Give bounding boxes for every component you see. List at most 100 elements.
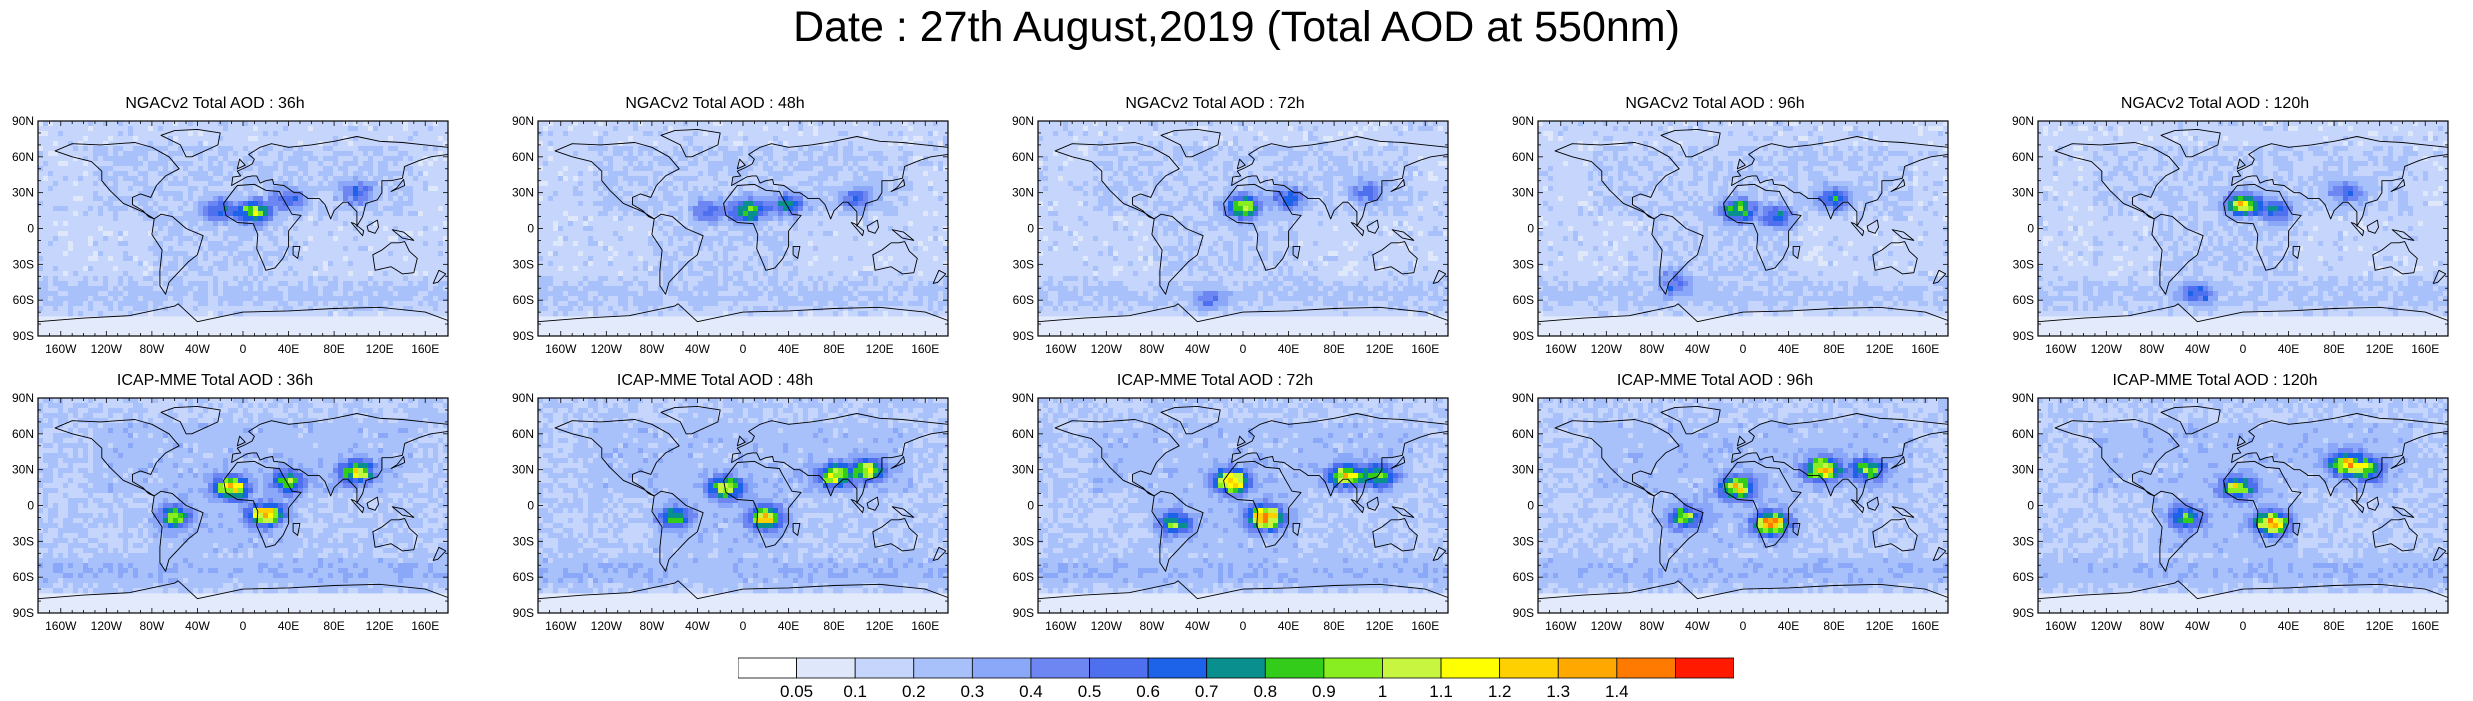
panel-title: ICAP-MME Total AOD : 96h — [1500, 372, 1930, 390]
lat-tick-label: 30N — [2012, 186, 2034, 200]
aod-field — [2038, 121, 2449, 336]
colorbar-label: 0.8 — [1253, 682, 1277, 701]
lon-tick-label: 0 — [740, 342, 747, 356]
colorbar-box — [1616, 657, 1676, 679]
lat-tick-label: 90N — [512, 392, 534, 405]
lon-tick-label: 80W — [1140, 619, 1165, 633]
lon-tick-label: 120E — [2366, 342, 2394, 356]
lon-tick-label: 40E — [778, 342, 799, 356]
colorbar-box — [1264, 657, 1325, 679]
lon-tick-label: 40W — [1185, 619, 1210, 633]
lat-tick-label: 30S — [1013, 257, 1034, 271]
aod-map: 90N 60N 30N 0 30S 60S 90S 160W 120W 80W 40W 0 40E 80E… — [12, 115, 449, 356]
map-panel: NGACv2 Total AOD : 96h 90N 60N 30N 0 30S 60S 90… — [1500, 95, 1949, 365]
map-panel: ICAP-MME Total AOD : 72h 90N 60N 30N 0 30S 60S… — [1000, 372, 1449, 642]
panel-title: NGACv2 Total AOD : 96h — [1500, 95, 1930, 113]
lat-tick-label: 60S — [2013, 293, 2034, 307]
lat-tick-label: 90S — [1513, 329, 1534, 343]
lat-tick-label: 60N — [1012, 150, 1034, 164]
lon-tick-label: 40E — [778, 619, 799, 633]
lon-tick-label: 120E — [1366, 619, 1394, 633]
lat-tick-label: 90S — [513, 606, 534, 620]
lon-tick-label: 160W — [45, 619, 77, 633]
colorbar-box — [1675, 657, 1734, 679]
colorbar-box — [913, 657, 973, 679]
lon-tick-label: 40W — [185, 619, 210, 633]
lon-tick-label: 40W — [2185, 342, 2210, 356]
lon-tick-label: 160E — [1411, 342, 1439, 356]
colorbar-label: 0.3 — [961, 682, 985, 701]
lat-tick-label: 30N — [12, 186, 34, 200]
lat-tick-label: 60N — [2012, 150, 2034, 164]
lon-tick-label: 120E — [866, 619, 894, 633]
lon-tick-label: 160W — [1045, 619, 1077, 633]
colorbar-box — [1557, 657, 1618, 679]
lat-tick-label: 60S — [1513, 570, 1534, 584]
lon-tick-label: 120W — [2091, 619, 2123, 633]
panel-title: NGACv2 Total AOD : 48h — [500, 95, 930, 113]
lat-tick-label: 30S — [513, 257, 534, 271]
lat-tick-label: 60N — [1512, 150, 1534, 164]
lat-tick-label: 30N — [1512, 463, 1534, 477]
coastlines — [1537, 405, 1949, 614]
map-panel: ICAP-MME Total AOD : 48h 90N 60N 30N 0 30S 60S… — [500, 372, 949, 642]
aod-field — [538, 398, 949, 613]
lon-tick-label: 80W — [2140, 619, 2165, 633]
lon-tick-label: 80W — [140, 342, 165, 356]
aod-map: 90N 60N 30N 0 30S 60S 90S 160W 120W 80W 40W 0 40E 80E… — [512, 115, 949, 356]
colorbar-box — [1089, 657, 1149, 679]
colorbar-label: 1.2 — [1488, 682, 1512, 701]
lon-tick-label: 80E — [823, 342, 844, 356]
lon-tick-label: 40W — [685, 619, 710, 633]
lat-tick-label: 0 — [527, 499, 534, 513]
lat-tick-label: 60S — [513, 570, 534, 584]
lon-tick-label: 160W — [1545, 619, 1577, 633]
lon-tick-label: 0 — [740, 619, 747, 633]
lon-tick-label: 80W — [640, 342, 665, 356]
lat-tick-label: 90N — [1512, 115, 1534, 128]
lat-tick-label: 0 — [2027, 499, 2034, 513]
lat-tick-label: 30N — [1012, 463, 1034, 477]
aod-field — [1038, 398, 1449, 613]
lon-tick-label: 80E — [2323, 342, 2344, 356]
lat-tick-label: 30S — [13, 257, 34, 271]
lon-tick-label: 160W — [1045, 342, 1077, 356]
lat-tick-label: 30N — [12, 463, 34, 477]
colorbar-box — [971, 657, 1032, 679]
lon-tick-label: 160E — [411, 619, 439, 633]
lon-tick-label: 120E — [1866, 342, 1894, 356]
lat-tick-label: 90S — [513, 329, 534, 343]
lat-tick-label: 90N — [12, 392, 34, 405]
lat-tick-label: 30N — [512, 186, 534, 200]
lat-tick-label: 90S — [13, 329, 34, 343]
aod-field — [1538, 121, 1949, 336]
lon-tick-label: 120E — [1366, 342, 1394, 356]
lat-tick-label: 30N — [1012, 186, 1034, 200]
lon-tick-label: 0 — [240, 619, 247, 633]
lat-tick-label: 90N — [12, 115, 34, 128]
colorbar-label: 0.1 — [843, 682, 867, 701]
panel-title: NGACv2 Total AOD : 72h — [1000, 95, 1430, 113]
lat-tick-label: 0 — [1027, 222, 1034, 236]
lon-tick-label: 80E — [1323, 619, 1344, 633]
lon-tick-label: 120W — [591, 342, 623, 356]
lon-tick-label: 40E — [1278, 619, 1299, 633]
lat-tick-label: 30S — [513, 534, 534, 548]
lon-tick-label: 120W — [2091, 342, 2123, 356]
lat-tick-label: 60S — [2013, 570, 2034, 584]
lon-tick-label: 120W — [1591, 619, 1623, 633]
colorbar: 0.05 0.1 0.2 0.3 0.4 0.5 0.6 0.7 0.8 0.9 1 1.1 1.2 1.… — [738, 657, 1734, 701]
lat-tick-label: 60N — [12, 150, 34, 164]
lat-tick-label: 60S — [1513, 293, 1534, 307]
colorbar-label: 0.05 — [780, 682, 813, 701]
lon-tick-label: 40W — [2185, 619, 2210, 633]
lat-tick-label: 60S — [513, 293, 534, 307]
lat-tick-label: 90S — [1013, 329, 1034, 343]
aod-map: 90N 60N 30N 0 30S 60S 90S 160W 120W 80W 40W 0 40E 80E… — [1512, 392, 1949, 633]
lat-tick-label: 60N — [1012, 427, 1034, 441]
aod-field — [1538, 398, 1949, 613]
colorbar-box — [854, 657, 915, 679]
aod-field — [38, 398, 449, 613]
lon-tick-label: 120W — [1591, 342, 1623, 356]
colorbar-label: 0.2 — [902, 682, 926, 701]
